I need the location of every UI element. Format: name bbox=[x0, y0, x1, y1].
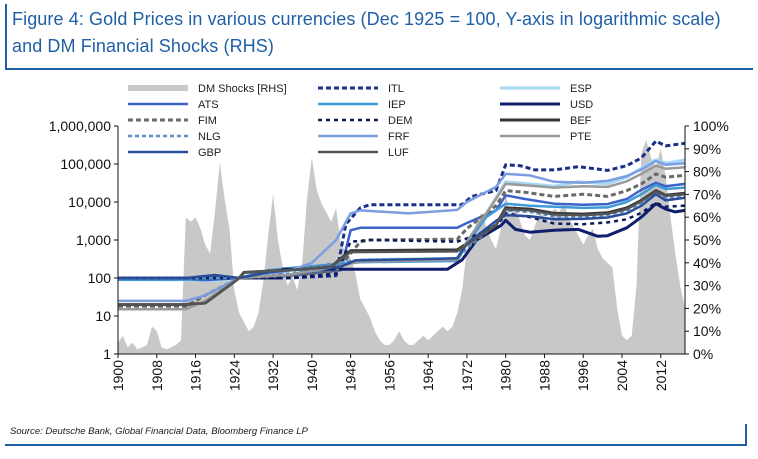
x-tick-label: 1956 bbox=[381, 360, 397, 391]
y-tick-label: 100 bbox=[88, 270, 112, 286]
y2-tick-label: 70% bbox=[693, 186, 721, 202]
title-frame-bottom-border bbox=[5, 68, 753, 70]
legend-label-itl: ITL bbox=[388, 83, 404, 95]
y2-tick-label: 40% bbox=[693, 255, 721, 271]
legend-label-dm-shocks-rhs: DM Shocks [RHS] bbox=[198, 83, 287, 95]
series-line-nlg bbox=[118, 191, 686, 280]
y2-tick-label: 0% bbox=[693, 346, 713, 362]
title-frame-left-border bbox=[5, 4, 7, 68]
source-note: Source: Deutsche Bank, Global Financial … bbox=[10, 426, 308, 437]
series-line-gbp bbox=[118, 192, 686, 280]
legend-label-ats: ATS bbox=[198, 99, 219, 111]
series-line-luf bbox=[118, 190, 686, 306]
x-tick-label: 1900 bbox=[110, 360, 126, 391]
shocks-area-layer bbox=[118, 139, 685, 354]
x-tick-label: 1996 bbox=[575, 360, 591, 391]
chart-legend: DM Shocks [RHS] ITL ESP ATS IEP USD FIM DEM BEF N… bbox=[128, 83, 593, 159]
legend-label-pte: PTE bbox=[570, 131, 591, 143]
x-tick-label: 1980 bbox=[498, 360, 514, 391]
x-tick-label: 1948 bbox=[343, 360, 359, 391]
y2-tick-label: 20% bbox=[693, 300, 721, 316]
legend-label-esp: ESP bbox=[570, 83, 592, 95]
y2-tick-label: 60% bbox=[693, 209, 721, 225]
y-tick-label: 10 bbox=[95, 308, 111, 324]
legend-label-nlg: NLG bbox=[198, 131, 221, 143]
legend-label-frf: FRF bbox=[388, 131, 410, 143]
legend-label-dem: DEM bbox=[388, 115, 412, 127]
dm-shocks-area bbox=[118, 139, 685, 354]
y2-tick-label: 10% bbox=[693, 323, 721, 339]
y-tick-label: 10,000 bbox=[68, 194, 111, 210]
x-tick-label: 2004 bbox=[614, 360, 630, 391]
chart-title: Figure 4: Gold Prices in various currenc… bbox=[12, 9, 721, 56]
chart-svg: DM Shocks [RHS] ITL ESP ATS IEP USD FIM DEM BEF N… bbox=[49, 83, 729, 391]
y2-tick-label: 80% bbox=[693, 164, 721, 180]
legend-label-bef: BEF bbox=[570, 115, 592, 127]
x-tick-label: 1924 bbox=[226, 360, 242, 391]
y-tick-label: 100,000 bbox=[60, 156, 111, 172]
y-tick-label: 1,000 bbox=[76, 232, 111, 248]
x-tick-label: 2012 bbox=[653, 360, 669, 391]
y2-tick-label: 30% bbox=[693, 278, 721, 294]
x-tick-label: 1932 bbox=[265, 360, 281, 391]
source-frame-right-border bbox=[745, 424, 747, 446]
x-tick-label: 1972 bbox=[459, 360, 475, 391]
legend-label-iep: IEP bbox=[388, 99, 406, 111]
title-frame bbox=[0, 0, 758, 72]
source-frame-bottom-border bbox=[5, 444, 747, 446]
legend-label-luf: LUF bbox=[388, 147, 409, 159]
x-tick-label: 1964 bbox=[420, 360, 436, 391]
legend-label-gbp: GBP bbox=[198, 147, 221, 159]
x-tick-label: 1988 bbox=[536, 360, 552, 391]
legend-label-fim: FIM bbox=[198, 115, 217, 127]
y2-tick-label: 90% bbox=[693, 141, 721, 157]
legend-label-usd: USD bbox=[570, 99, 593, 111]
y2-tick-label: 100% bbox=[693, 118, 729, 134]
y2-tick-label: 50% bbox=[693, 232, 721, 248]
x-tick-label: 1916 bbox=[188, 360, 204, 391]
y-tick-label: 1,000,000 bbox=[49, 118, 111, 134]
axes-layer: 1 10 100 1,000 10,000 100,000 1,000,000 0% 10% 20… bbox=[49, 118, 729, 391]
y-tick-label: 1 bbox=[103, 346, 111, 362]
x-tick-label: 1908 bbox=[149, 360, 165, 391]
x-tick-label: 1940 bbox=[304, 360, 320, 391]
series-lines-layer bbox=[117, 139, 686, 311]
